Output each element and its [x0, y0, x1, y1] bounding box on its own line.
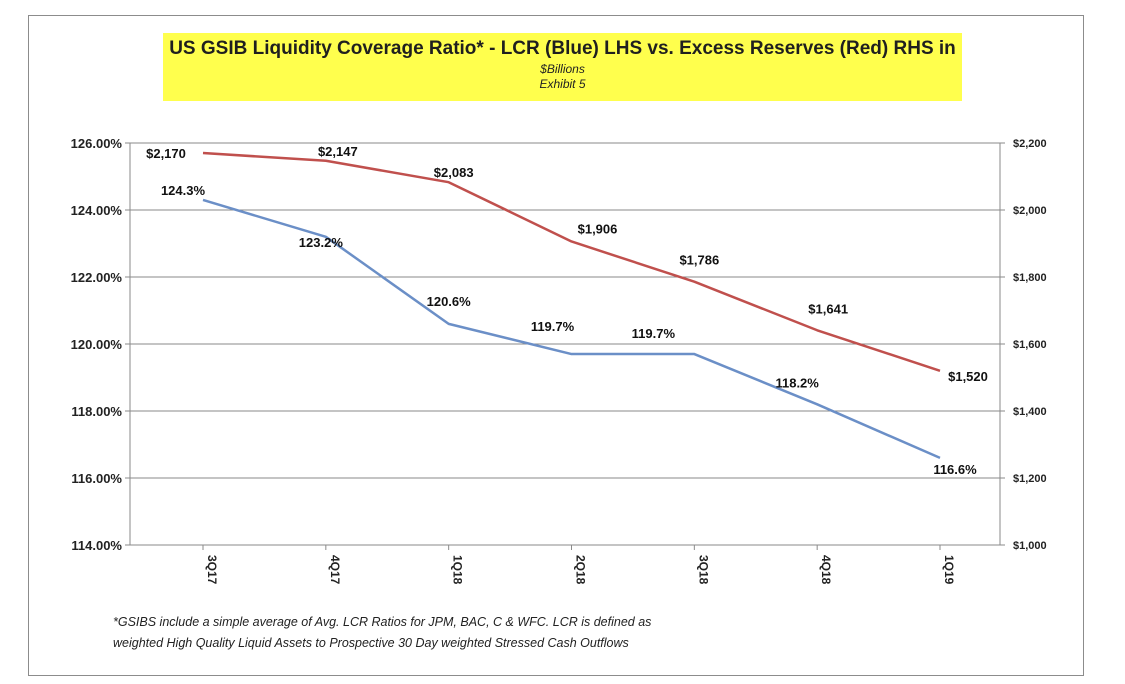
excess-reserves-data-label: $1,906 — [578, 221, 618, 236]
right-axis-tick-label: $1,400 — [1013, 406, 1047, 418]
lcr-data-label: 124.3% — [161, 183, 206, 198]
x-axis-tick-label: 3Q17 — [205, 555, 219, 585]
excess-reserves-data-label: $1,786 — [679, 253, 719, 268]
right-axis-tick-label: $1,600 — [1013, 339, 1047, 351]
lcr-data-label: 123.2% — [299, 235, 344, 250]
x-axis-tick-label: 4Q17 — [328, 555, 342, 585]
x-axis-tick-label: 1Q18 — [451, 555, 465, 585]
right-axis-tick-label: $1,000 — [1013, 540, 1047, 552]
right-axis-tick-label: $2,000 — [1013, 205, 1047, 217]
lcr-data-label: 116.6% — [933, 462, 977, 477]
chart-title: US GSIB Liquidity Coverage Ratio* - LCR … — [169, 38, 956, 59]
title-box: US GSIB Liquidity Coverage Ratio* - LCR … — [163, 33, 962, 101]
excess-reserves-data-label: $2,170 — [146, 146, 186, 161]
right-axis-tick-label: $1,800 — [1013, 272, 1047, 284]
excess-reserves-data-label: $1,520 — [948, 369, 988, 384]
x-axis-tick-label: 1Q19 — [942, 555, 956, 585]
left-axis-tick-label: 120.00% — [71, 337, 123, 352]
excess-reserves-data-label: $2,083 — [434, 165, 474, 180]
right-axis-tick-label: $1,200 — [1013, 473, 1047, 485]
chart-subtitle: $Billions — [540, 62, 585, 76]
right-axis-tick-label: $2,200 — [1013, 138, 1047, 150]
footnote-line-2: weighted High Quality Liquid Assets to P… — [113, 636, 629, 650]
lcr-data-label: 119.7% — [632, 326, 676, 341]
chart-exhibit-label: Exhibit 5 — [539, 77, 586, 91]
x-axis-tick-label: 3Q18 — [696, 555, 710, 585]
lcr-data-label: 119.7% — [531, 319, 575, 334]
left-axis-tick-label: 118.00% — [71, 404, 122, 419]
footnote: *GSIBS include a simple average of Avg. … — [113, 612, 651, 654]
left-axis-tick-label: 114.00% — [71, 538, 122, 553]
left-axis-tick-label: 126.00% — [71, 136, 123, 151]
excess-reserves-data-label: $1,641 — [808, 301, 848, 316]
excess-reserves-line — [202, 151, 941, 372]
left-axis-tick-label: 122.00% — [71, 270, 123, 285]
left-axis-tick-label: 124.00% — [71, 203, 123, 218]
left-axis-tick-label: 116.00% — [71, 471, 122, 486]
lcr-data-label: 120.6% — [427, 294, 472, 309]
excess-reserves-data-label: $2,147 — [318, 144, 358, 159]
x-axis-tick-label: 4Q18 — [819, 555, 833, 585]
chart-frame — [28, 15, 1084, 676]
footnote-line-1: *GSIBS include a simple average of Avg. … — [113, 615, 652, 629]
lcr-data-label: 118.2% — [775, 375, 819, 390]
x-axis-tick-label: 2Q18 — [574, 555, 588, 585]
lcr-line — [202, 198, 941, 460]
